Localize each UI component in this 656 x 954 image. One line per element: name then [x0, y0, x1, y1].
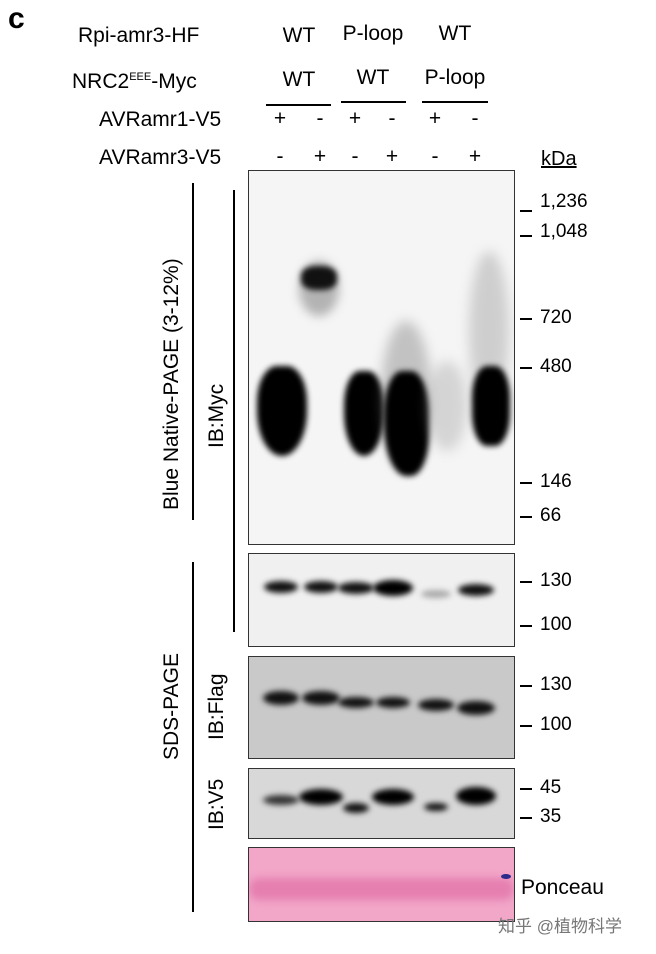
- row-label-avramr1: AVRamr1-V5: [99, 108, 222, 131]
- nrc2-sup: EEE: [129, 71, 152, 83]
- lane-sign: -: [471, 107, 479, 130]
- band: [304, 581, 338, 593]
- blot-label-flag: IB:Flag: [205, 673, 228, 740]
- marker-label: 100: [540, 714, 572, 735]
- group-label: WT: [282, 68, 316, 91]
- band: [264, 581, 298, 593]
- blot-ponceau: [248, 847, 515, 922]
- lane-sign: +: [385, 145, 399, 168]
- band: [456, 787, 496, 805]
- group-label: WT: [438, 22, 472, 45]
- lane-sign: +: [428, 107, 442, 130]
- blot-label-v5: IB:V5: [205, 778, 228, 830]
- marker-tick: [520, 625, 532, 627]
- blot-native-myc: [248, 170, 515, 545]
- marker-label: 1,048: [540, 221, 588, 242]
- marker-tick: [520, 685, 532, 687]
- marker-label: 130: [540, 570, 572, 591]
- lane-sign: +: [348, 107, 362, 130]
- band: [338, 582, 374, 594]
- band: [424, 803, 448, 811]
- lane-sign: +: [468, 145, 482, 168]
- marker-label: 130: [540, 674, 572, 695]
- marker-label: 66: [540, 505, 562, 526]
- group-label: P-loop: [424, 66, 486, 89]
- group-label: WT: [282, 24, 316, 47]
- watermark: 知乎 @植物科学: [498, 917, 622, 936]
- unit-label: kDa: [541, 148, 577, 170]
- lane-sign: +: [313, 145, 327, 168]
- band: [338, 697, 374, 708]
- marker-tick: [520, 817, 532, 819]
- nrc2-name: NRC2: [72, 70, 130, 93]
- blot-sds-myc: [248, 553, 515, 647]
- marker-tick: [520, 210, 532, 212]
- band: [457, 701, 495, 715]
- marker-tick: [520, 482, 532, 484]
- marker-tick: [520, 725, 532, 727]
- blot-flag: [248, 656, 515, 759]
- lane-sign: +: [273, 107, 287, 130]
- band: [458, 584, 494, 596]
- group-underline: [266, 104, 331, 106]
- sds-label: SDS-PAGE: [160, 653, 183, 760]
- band: [263, 795, 299, 805]
- band: [343, 803, 369, 813]
- ponceau-label: Ponceau: [521, 876, 604, 899]
- marker-label: 720: [540, 307, 572, 328]
- blot-v5: [248, 768, 515, 839]
- marker-label: 146: [540, 471, 572, 492]
- marker-tick: [520, 581, 532, 583]
- marker-label: 1,236: [540, 191, 588, 212]
- native-label: Blue Native-PAGE (3-12%): [160, 258, 183, 510]
- marker-tick: [520, 516, 532, 518]
- group-underline: [341, 101, 406, 103]
- lane-sign: -: [351, 145, 359, 168]
- marker-label: 100: [540, 614, 572, 635]
- nrc2-suffix: -Myc: [151, 70, 197, 93]
- blot-label-myc: IB:Myc: [205, 383, 228, 448]
- marker-tick: [520, 235, 532, 237]
- marker-label: 35: [540, 806, 562, 827]
- band: [373, 580, 413, 596]
- group-label: WT: [356, 66, 390, 89]
- myc-bracket: [233, 190, 235, 632]
- lane-sign: -: [388, 107, 396, 130]
- row-label-nrc2: NRC2EEE-Myc: [72, 70, 197, 94]
- marker-label: 480: [540, 356, 572, 377]
- group-underline: [422, 101, 488, 103]
- marker-tick: [520, 367, 532, 369]
- band: [372, 789, 414, 805]
- group-label: P-loop: [342, 22, 404, 45]
- marker-tick: [520, 318, 532, 320]
- band: [263, 691, 299, 705]
- band: [421, 590, 451, 598]
- band: [299, 789, 343, 805]
- sds-bracket: [192, 562, 194, 912]
- marker-tick: [520, 788, 532, 790]
- lane-sign: -: [276, 145, 284, 168]
- band: [418, 699, 454, 711]
- panel-label: c: [8, 2, 25, 35]
- native-bracket: [192, 183, 194, 520]
- band: [376, 697, 410, 708]
- row-label-avramr3: AVRamr3-V5: [99, 146, 222, 169]
- marker-label: 45: [540, 777, 562, 798]
- row-label-rpi: Rpi-amr3-HF: [78, 24, 200, 47]
- lane-sign: -: [431, 145, 439, 168]
- lane-sign: -: [316, 107, 324, 130]
- band: [302, 691, 340, 705]
